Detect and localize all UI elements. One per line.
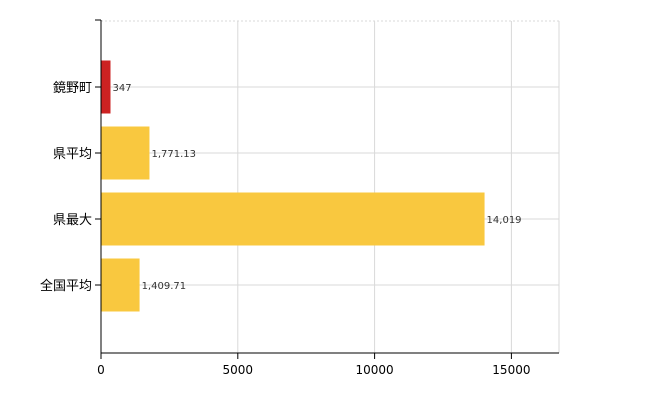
value-label: 1,409.71	[142, 281, 187, 292]
bar-1	[101, 60, 111, 114]
bar-2	[101, 126, 150, 180]
x-tick-label: 0	[97, 363, 105, 377]
value-label: 347	[112, 83, 131, 94]
category-label: 鏡野町	[53, 81, 92, 96]
bar-3	[101, 192, 485, 246]
value-label: 1,771.13	[151, 149, 196, 160]
x-tick-label: 15000	[492, 363, 530, 377]
value-label: 14,019	[487, 215, 522, 226]
x-tick-label: 10000	[356, 363, 394, 377]
bar-4	[101, 258, 140, 312]
category-label: 県最大	[53, 213, 92, 228]
category-label: 全国平均	[40, 278, 92, 294]
category-label: 県平均	[53, 147, 92, 162]
x-tick-label: 5000	[223, 363, 254, 377]
